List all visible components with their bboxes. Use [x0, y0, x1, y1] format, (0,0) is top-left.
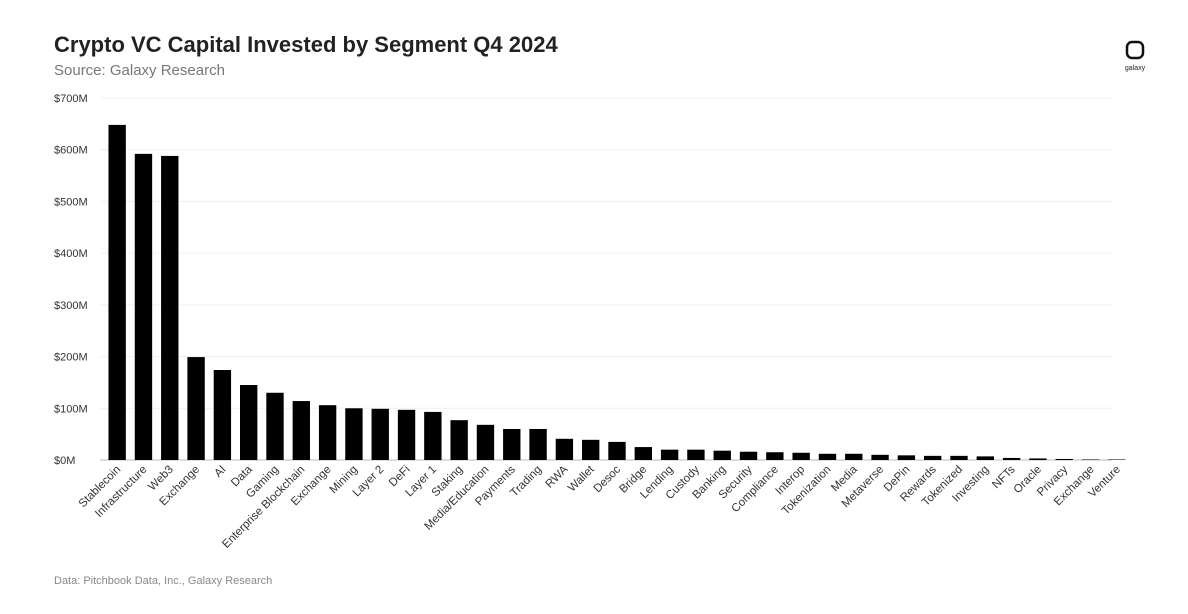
bar — [1081, 459, 1100, 460]
bar — [503, 428, 521, 460]
chart-title: Crypto VC Capital Invested by Segment Q4… — [54, 32, 558, 57]
bar — [292, 401, 310, 460]
bar — [1029, 458, 1047, 460]
bar — [976, 456, 994, 460]
x-tick-label: Desoc — [592, 463, 624, 495]
bar — [345, 408, 363, 460]
bar — [766, 452, 784, 460]
bar — [529, 428, 547, 460]
source-note: Data: Pitchbook Data, Inc., Galaxy Resea… — [54, 575, 272, 587]
bar — [424, 411, 442, 460]
y-tick-label: $200M — [54, 352, 88, 364]
bar — [792, 452, 810, 460]
logo-text: galaxy — [1125, 65, 1146, 72]
bar — [818, 453, 837, 460]
bar — [1002, 457, 1021, 460]
bar — [924, 455, 942, 460]
bar — [108, 124, 126, 461]
bar — [476, 424, 495, 460]
bar — [1055, 458, 1073, 460]
bar — [134, 153, 153, 460]
bar — [555, 438, 574, 460]
bar — [897, 455, 916, 460]
y-tick-label: $0M — [54, 455, 75, 467]
y-tick-label: $400M — [54, 248, 88, 260]
y-tick-label: $100M — [54, 403, 88, 415]
bar — [608, 441, 626, 460]
chart-subtitle: Source: Galaxy Research — [54, 62, 225, 79]
bar — [450, 420, 468, 460]
logo-icon — [1125, 40, 1145, 60]
bar — [950, 455, 968, 460]
bar — [660, 449, 679, 460]
y-tick-label: $600M — [54, 145, 88, 157]
bar — [187, 357, 205, 460]
bar — [161, 155, 179, 461]
bar — [397, 409, 416, 460]
bar — [634, 447, 652, 460]
x-tick-label: AI — [212, 464, 228, 480]
bar — [871, 454, 889, 460]
bar — [213, 370, 232, 460]
bar — [266, 392, 284, 460]
bar — [739, 451, 758, 460]
bar — [318, 405, 337, 460]
bar — [1108, 459, 1126, 460]
bar — [582, 439, 600, 460]
bar — [687, 449, 705, 460]
x-tick-label: Wallet — [566, 463, 597, 494]
bar — [845, 453, 863, 460]
y-tick-label: $300M — [54, 300, 88, 312]
y-tick-label: $700M — [54, 93, 88, 105]
y-tick-label: $500M — [54, 196, 88, 208]
bar — [371, 408, 389, 460]
bar — [713, 450, 731, 460]
bar — [240, 385, 258, 460]
